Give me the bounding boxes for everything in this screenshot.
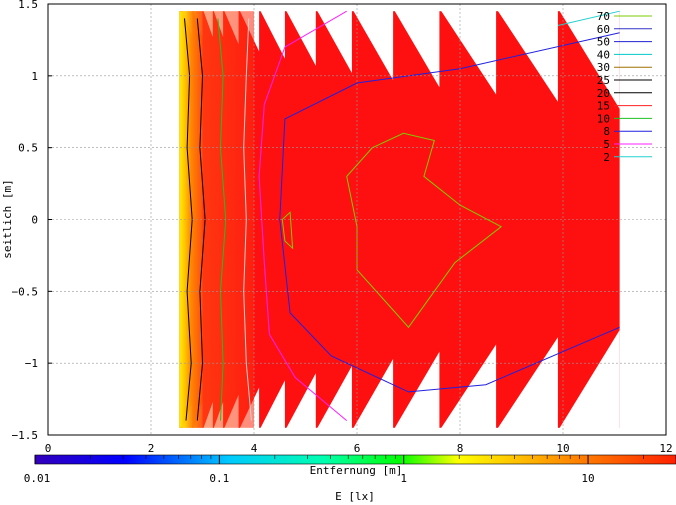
top-edge-notch [315,8,352,73]
x-tick-label: 4 [251,442,258,455]
contour-line-spot [281,211,294,250]
legend-label: 60 [597,23,610,36]
legend-label: 5 [603,138,610,151]
y-tick-label: −1.5 [12,429,39,442]
colorbar-ticks: 0.01 0.1 1 10 [24,455,676,485]
legend-label: 50 [597,36,610,49]
x-tick-label: 2 [148,442,155,455]
colorbar-tick-label: 0.1 [209,472,229,485]
x-axis-label: Entfernung [m] [310,464,403,477]
legend-label: 2 [603,151,610,164]
y-axis-label: seitlich [m] [1,179,14,258]
colorbar-tick-label: 1 [400,472,407,485]
legend-label: 10 [597,112,610,125]
bottom-edge-notch [557,330,620,431]
bottom-edge-notch [439,344,497,431]
top-edge-notch [496,8,558,102]
y-tick-label: 0 [31,214,38,227]
contour-line-top [557,10,620,26]
contour-line-8 [243,18,252,421]
bottom-edge-notch [284,373,316,431]
colorbar-tick-label: 10 [581,472,594,485]
colorbar-tick-label: 0.01 [24,472,51,485]
x-tick-label: 6 [354,442,361,455]
legend-label: 20 [597,87,610,100]
top-edge-notch [557,8,620,109]
y-axis-ticks: 1.5 1 0.5 0 −0.5 −1 −1.5 [12,0,52,442]
y-tick-label: −0.5 [12,285,39,298]
bottom-edge-notch [496,337,558,431]
y-tick-label: 1.5 [18,0,38,11]
x-tick-label: 12 [659,442,672,455]
x-axis-ticks: 0 2 4 6 8 10 12 [45,442,673,455]
edge-band [179,11,203,428]
top-edge-notch [284,8,316,66]
legend-label: 15 [597,100,610,113]
y-tick-label: 1 [31,70,38,83]
bottom-edge-notch [351,358,394,431]
legend-label: 40 [597,48,610,61]
x-tick-label: 0 [45,442,52,455]
legend-label: 25 [597,74,610,87]
x-tick-label: 8 [457,442,464,455]
x-tick-label: 10 [556,442,569,455]
legend-label: 8 [603,125,610,138]
bottom-edge-notch [315,366,352,431]
top-edge-notch [439,8,497,95]
legend-label: 30 [597,61,610,74]
top-edge-notch [351,8,394,81]
contour-line-inner [346,132,503,329]
legend-label: 70 [597,10,610,23]
top-edge-notch [393,8,440,88]
bottom-edge-notch [259,380,285,431]
y-tick-label: 0.5 [18,142,38,155]
colorbar-label: E [lx] [335,490,375,503]
y-tick-label: −1 [25,357,38,370]
top-edge-notch [259,8,285,59]
